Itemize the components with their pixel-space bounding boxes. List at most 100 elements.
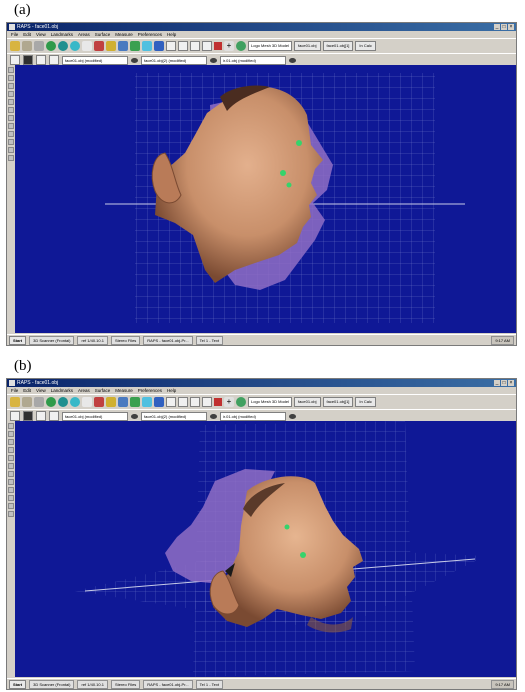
maximize-icon[interactable]: □ [501, 380, 507, 386]
menu-areas[interactable]: Areas [77, 32, 90, 37]
sphere-green-icon[interactable] [46, 397, 56, 407]
layer-toggle-1-icon[interactable] [10, 411, 20, 421]
menu-help[interactable]: Help [167, 32, 177, 37]
mask-red-icon[interactable] [94, 397, 104, 407]
rotate-icon[interactable] [34, 397, 44, 407]
toolbar-button-1[interactable]: face01.obj [294, 41, 321, 51]
maximize-icon[interactable]: □ [501, 24, 507, 30]
tool-measure-icon[interactable] [8, 107, 14, 113]
sphere-cyan-icon[interactable] [70, 397, 80, 407]
menu-help[interactable]: Help [167, 388, 177, 393]
layer-field-3[interactable]: ir.01.obj (modified) [220, 411, 286, 421]
menu-edit[interactable]: Edit [23, 388, 32, 393]
taskbar-item-1[interactable]: 3D Scanner (Frontal) [29, 679, 75, 689]
taskbar-item-1[interactable]: 3D Scanner (Frontal) [29, 335, 75, 345]
grid-view-3-icon[interactable] [190, 397, 200, 407]
layer-toggle-2-icon[interactable] [23, 55, 33, 65]
grid-view-1-icon[interactable] [166, 397, 176, 407]
stop-icon[interactable] [214, 398, 222, 406]
mask-green-icon[interactable] [130, 397, 140, 407]
menu-surface[interactable]: Surface [94, 32, 111, 37]
rotate-icon[interactable] [34, 41, 44, 51]
eye-icon[interactable] [210, 57, 217, 63]
tool-measure-icon[interactable] [8, 463, 14, 469]
plus-icon[interactable]: + [224, 397, 234, 407]
eye-icon[interactable] [289, 413, 296, 419]
menu-preferences[interactable]: Preferences [137, 32, 163, 37]
open-folder-icon[interactable] [10, 41, 20, 51]
3d-viewport[interactable] [15, 65, 516, 333]
grid-view-4-icon[interactable] [202, 397, 212, 407]
tool-area-icon[interactable] [8, 471, 14, 477]
sphere-green-icon[interactable] [46, 41, 56, 51]
sphere-teal-icon[interactable] [58, 397, 68, 407]
tool-align-icon[interactable] [8, 487, 14, 493]
taskbar-item-2[interactable]: ref 1/40.10.1 [77, 335, 108, 345]
menu-measure[interactable]: Measure [115, 32, 133, 37]
mesh-select[interactable]: Logo Mesh 3D Model [248, 41, 293, 51]
stop-icon[interactable] [214, 42, 222, 50]
shield-icon[interactable] [118, 397, 128, 407]
toolbar-button-2[interactable]: face01.obj[1] [322, 397, 354, 407]
target-icon[interactable] [236, 41, 246, 51]
mask-green-icon[interactable] [130, 41, 140, 51]
tool-zoom-icon[interactable] [8, 83, 14, 89]
sphere-cyan-icon[interactable] [70, 41, 80, 51]
tool-mirror-icon[interactable] [8, 139, 14, 145]
tool-rotate-icon[interactable] [8, 91, 14, 97]
arrow-blue-icon[interactable] [154, 397, 164, 407]
tool-zoom-icon[interactable] [8, 439, 14, 445]
menu-landmarks[interactable]: Landmarks [50, 388, 73, 393]
layer-toggle-3-icon[interactable] [36, 55, 46, 65]
mesh-icon[interactable] [82, 397, 92, 407]
toolbar-button-3[interactable]: In Calc [355, 41, 376, 51]
menu-edit[interactable]: Edit [23, 32, 32, 37]
tool-area-icon[interactable] [8, 115, 14, 121]
layer-toggle-2-icon[interactable] [23, 411, 33, 421]
layer-field-2[interactable]: face01.obj(2) (modified) [141, 411, 207, 421]
taskbar-item-3[interactable]: Stereo Files [110, 679, 141, 689]
arrow-cyan-icon[interactable] [142, 397, 152, 407]
tool-align-icon[interactable] [8, 131, 14, 137]
grid-view-3-icon[interactable] [190, 41, 200, 51]
arrow-blue-icon[interactable] [154, 41, 164, 51]
tool-extra-icon[interactable] [8, 511, 14, 517]
close-icon[interactable]: × [508, 380, 514, 386]
menu-file[interactable]: File [11, 32, 19, 37]
target-icon[interactable] [236, 397, 246, 407]
tool-reset-icon[interactable] [8, 147, 14, 153]
tool-extra-icon[interactable] [8, 155, 14, 161]
tool-reset-icon[interactable] [8, 503, 14, 509]
menu-measure[interactable]: Measure [115, 388, 133, 393]
grid-view-2-icon[interactable] [178, 397, 188, 407]
sphere-teal-icon[interactable] [58, 41, 68, 51]
minimize-icon[interactable]: _ [494, 380, 500, 386]
tool-select-icon[interactable] [8, 67, 14, 73]
layer-field-3[interactable]: ir.01.obj (modified) [220, 55, 286, 65]
mask-red-icon[interactable] [94, 41, 104, 51]
menu-areas[interactable]: Areas [77, 388, 90, 393]
grid-view-1-icon[interactable] [166, 41, 176, 51]
menu-view[interactable]: View [36, 32, 46, 37]
grid-view-2-icon[interactable] [178, 41, 188, 51]
menu-surface[interactable]: Surface [94, 388, 111, 393]
layer-field-1[interactable]: face01.obj (modified) [62, 55, 128, 65]
mask-yellow-icon[interactable] [106, 397, 116, 407]
layer-field-2[interactable]: face01.obj(2) (modified) [141, 55, 207, 65]
tool-cut-icon[interactable] [8, 479, 14, 485]
plus-icon[interactable]: + [224, 41, 234, 51]
mask-yellow-icon[interactable] [106, 41, 116, 51]
eye-icon[interactable] [131, 413, 138, 419]
taskbar-item-4[interactable]: RAPS - face01.obj-Pr... [143, 335, 193, 345]
taskbar-item-3[interactable]: Stereo Files [110, 335, 141, 345]
toolbar-button-1[interactable]: face01.obj [294, 397, 321, 407]
eye-icon[interactable] [289, 57, 296, 63]
start-button[interactable]: Start [9, 679, 27, 689]
grid-view-4-icon[interactable] [202, 41, 212, 51]
start-button[interactable]: Start [9, 335, 27, 345]
eye-icon[interactable] [210, 413, 217, 419]
taskbar-item-2[interactable]: ref 1/40.10.1 [77, 679, 108, 689]
tool-landmark-icon[interactable] [8, 455, 14, 461]
tool-select-icon[interactable] [8, 423, 14, 429]
tool-pan-icon[interactable] [8, 431, 14, 437]
